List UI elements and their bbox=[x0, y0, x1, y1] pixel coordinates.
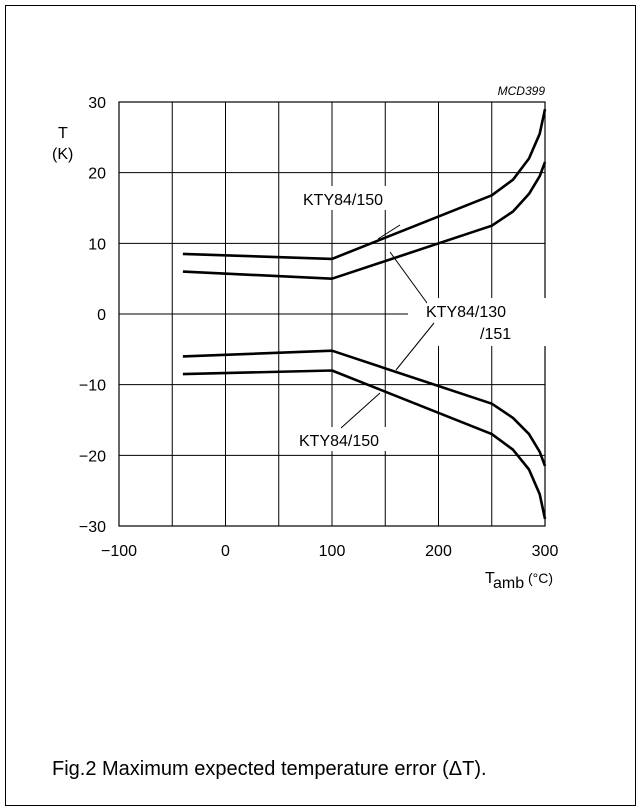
figure-caption: Fig.2 Maximum expected temperature error… bbox=[52, 758, 487, 780]
y-tick-label: −20 bbox=[79, 448, 106, 465]
y-tick-label: 10 bbox=[88, 236, 106, 253]
y-tick-label: 0 bbox=[97, 307, 106, 324]
series-line-4 bbox=[182, 369, 547, 520]
y-axis-label-symbol: T bbox=[58, 125, 68, 142]
series-line-1 bbox=[182, 108, 547, 261]
x-tick-label: 300 bbox=[532, 543, 559, 560]
y-tick-label: 20 bbox=[88, 166, 106, 183]
annotation-label-kty84-150-top: KTY84/150 bbox=[303, 192, 383, 209]
label-background bbox=[296, 427, 408, 451]
leader-line bbox=[377, 224, 401, 240]
y-tick-label: 30 bbox=[88, 95, 106, 112]
annotation-label-kty84-130: KTY84/130 bbox=[426, 304, 506, 321]
annotation-label-kty84-150-bottom: KTY84/150 bbox=[299, 433, 379, 450]
x-tick-label: 0 bbox=[221, 543, 230, 560]
x-tick-label: −100 bbox=[101, 543, 137, 560]
x-tick-label: 200 bbox=[425, 543, 452, 560]
x-axis-label-unit: (°C) bbox=[524, 570, 553, 586]
leader-line bbox=[395, 322, 435, 371]
figure-frame bbox=[5, 5, 636, 806]
leader-line bbox=[340, 392, 381, 429]
y-axis-label-unit: (K) bbox=[52, 146, 73, 163]
label-background bbox=[300, 186, 408, 210]
label-background bbox=[408, 298, 552, 346]
y-tick-label: −30 bbox=[79, 519, 106, 536]
x-axis-label-symbol: T bbox=[485, 570, 495, 587]
x-tick-label: 100 bbox=[319, 543, 346, 560]
x-axis-label-subscript: amb bbox=[493, 575, 524, 592]
y-tick-label: −10 bbox=[79, 378, 106, 395]
figure-code: MCD399 bbox=[498, 84, 546, 98]
leader-line bbox=[389, 251, 428, 304]
series-line-2 bbox=[182, 161, 547, 280]
annotation-label-151: /151 bbox=[480, 326, 511, 343]
series-line-3 bbox=[182, 349, 547, 467]
x-axis-label: Tamb (°C) bbox=[485, 570, 553, 592]
